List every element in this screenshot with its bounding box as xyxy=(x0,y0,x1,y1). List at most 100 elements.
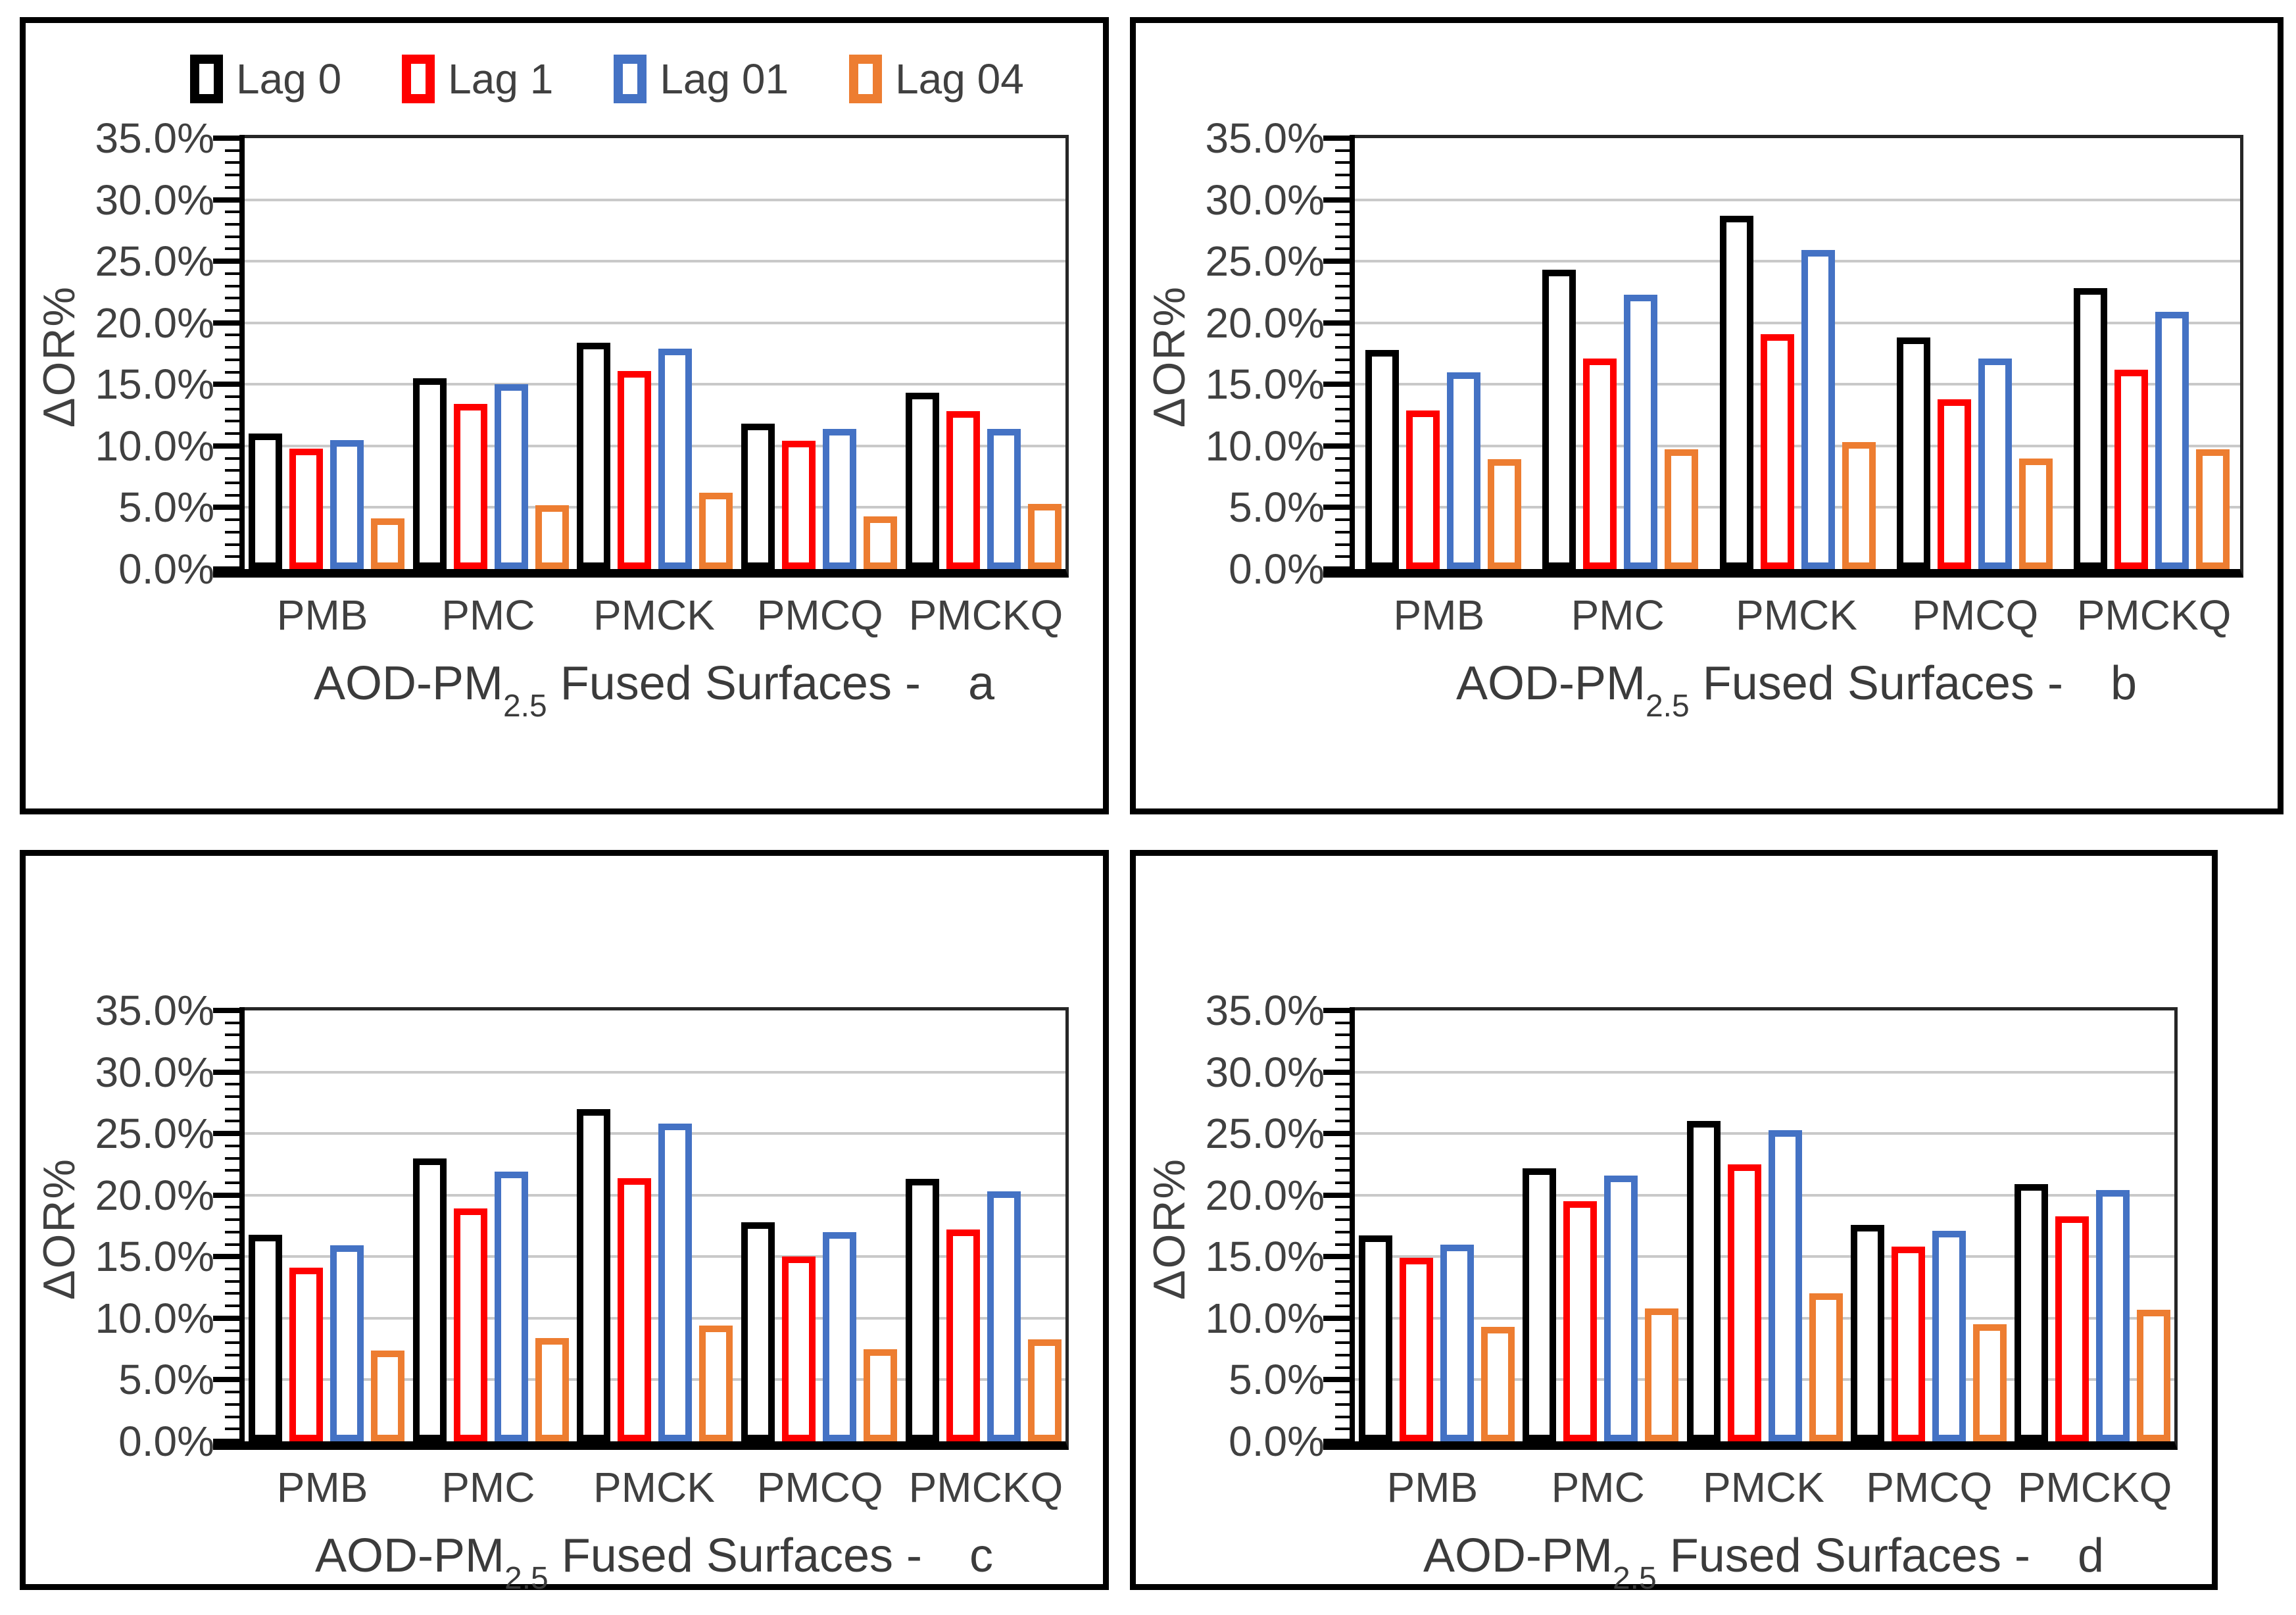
legend-spacer xyxy=(1136,856,2212,1007)
y-minor-tick xyxy=(225,211,239,214)
y-minor-tick xyxy=(1335,346,1350,349)
y-minor-tick xyxy=(1335,235,1350,238)
bar-pmckq-lag-1 xyxy=(2055,1216,2089,1441)
x-tick-label-pmcq: PMCQ xyxy=(756,591,883,639)
y-minor-tick xyxy=(225,1280,239,1283)
bar-pmc-lag-04 xyxy=(535,1337,569,1441)
y-minor-tick xyxy=(225,1120,239,1123)
y-minor-tick xyxy=(1335,1366,1350,1369)
y-minor-tick xyxy=(225,1354,239,1356)
y-tick-label: 30.0% xyxy=(95,1048,214,1096)
y-minor-tick xyxy=(1335,1304,1350,1308)
legend-item-lag-04: Lag 04 xyxy=(849,55,1024,103)
bar-group-pmck xyxy=(573,138,737,569)
y-minor-tick xyxy=(225,1046,239,1049)
bar-pmcq-lag-1 xyxy=(782,1256,816,1441)
y-minor-tick xyxy=(1335,1206,1350,1209)
bar-pmckq-lag-1 xyxy=(2114,369,2148,569)
panel-letter-b: b xyxy=(2110,657,2137,710)
legend-item-lag-0: Lag 0 xyxy=(190,55,341,103)
x-tick-label-pmc: PMC xyxy=(1571,591,1665,639)
bar-pmb-lag-1 xyxy=(289,448,324,569)
x-tick-labels: PMB PMC PMCK PMCQ PMCKQ xyxy=(239,1450,1069,1512)
plot-area xyxy=(213,1007,1069,1450)
gridline-15 xyxy=(239,383,1065,386)
y-minor-tick xyxy=(1335,1391,1350,1394)
legend-swatch-icon xyxy=(190,55,223,103)
legend-swatch-icon xyxy=(614,55,647,103)
bar-group-pmckq xyxy=(2011,1010,2174,1441)
y-minor-tick xyxy=(225,1304,239,1308)
gridline-15 xyxy=(239,1255,1065,1258)
gridline-25 xyxy=(1350,260,2240,263)
y-minor-tick xyxy=(225,1206,239,1209)
y-minor-tick xyxy=(1335,1341,1350,1345)
y-major-tick xyxy=(1323,1131,1350,1137)
bar-group-pmb xyxy=(245,138,409,569)
x-axis-title: AOD-PM2.5 Fused Surfaces - c xyxy=(239,1512,1069,1597)
bar-pmck-lag-0 xyxy=(1719,215,1753,569)
y-minor-tick xyxy=(225,1033,239,1037)
bar-pmcq-lag-04 xyxy=(1972,1324,2007,1441)
y-major-tick xyxy=(1323,382,1350,387)
bar-pmcq-lag-1 xyxy=(782,441,816,569)
legend-item-label: Lag 1 xyxy=(448,55,554,103)
panel-letter-a: a xyxy=(967,657,994,710)
y-minor-tick xyxy=(225,1218,239,1222)
x-axis-title-subscript: 2.5 xyxy=(502,689,547,724)
x-tick-label-pmckq: PMCKQ xyxy=(908,591,1063,639)
x-tick-label-pmcq: PMCQ xyxy=(1912,591,2039,639)
x-tick-label-pmckq: PMCKQ xyxy=(908,1464,1063,1511)
y-major-tick xyxy=(213,1439,239,1444)
y-minor-tick xyxy=(1335,1120,1350,1123)
x-tick-label-pmb: PMB xyxy=(1393,591,1485,639)
bar-pmb-lag-01 xyxy=(1447,372,1481,569)
x-tick-label-pmck: PMCK xyxy=(593,1464,715,1511)
bar-group-pmckq xyxy=(901,1010,1065,1441)
x-tick-label-pmckq: PMCKQ xyxy=(2076,591,2232,639)
y-major-tick xyxy=(213,1131,239,1137)
y-tick-label: 0.0% xyxy=(1229,1418,1325,1465)
bar-group-pmcq xyxy=(737,1010,902,1441)
bar-pmcq-lag-1 xyxy=(1891,1247,1925,1441)
y-major-tick xyxy=(213,197,239,203)
y-tick-label: 35.0% xyxy=(95,114,214,162)
chart-panel-b: ΔOR% 0.0% 5.0% 10.0% 15.0% 20.0% 25.0% 30.0% 35.… xyxy=(1130,17,2284,814)
y-tick-label: 25.0% xyxy=(1205,237,1325,286)
y-minor-tick xyxy=(225,149,239,152)
bar-pmckq-lag-01 xyxy=(2095,1190,2130,1441)
y-minor-tick xyxy=(1335,420,1350,423)
bar-pmck-lag-01 xyxy=(658,349,693,569)
y-axis-line xyxy=(239,1007,245,1450)
y-minor-tick xyxy=(1335,1403,1350,1406)
y-minor-tick xyxy=(225,247,239,251)
bar-pmck-lag-1 xyxy=(1760,334,1794,569)
y-axis-labels: ΔOR% 0.0% 5.0% 10.0% 15.0% 20.0% 25.0% 30.0% 35.… xyxy=(1136,114,1350,593)
y-minor-tick xyxy=(225,309,239,312)
bar-pmc-lag-04 xyxy=(535,505,569,569)
y-minor-tick xyxy=(225,555,239,559)
y-minor-tick xyxy=(1335,432,1350,435)
y-minor-tick xyxy=(225,1095,239,1098)
x-axis-title-subscript: 2.5 xyxy=(1645,689,1690,724)
bar-pmb-lag-0 xyxy=(249,434,283,569)
y-major-tick xyxy=(1323,320,1350,326)
x-tick-label-pmcq: PMCQ xyxy=(756,1464,883,1511)
plot-right-spacer xyxy=(2178,1007,2212,1450)
y-minor-tick xyxy=(1335,1428,1350,1431)
bar-pmcq-lag-0 xyxy=(741,1222,775,1441)
y-minor-tick xyxy=(1335,543,1350,546)
x-tick-label-pmc: PMC xyxy=(441,591,535,639)
gridline-30 xyxy=(239,1070,1065,1074)
y-minor-tick xyxy=(225,1169,239,1172)
y-minor-tick xyxy=(225,334,239,337)
bar-pmcq-lag-01 xyxy=(1978,359,2012,569)
y-minor-tick xyxy=(225,1366,239,1369)
chart-panel-c: ΔOR% 0.0% 5.0% 10.0% 15.0% 20.0% 25.0% 30.0% 35.… xyxy=(20,850,1109,1596)
chart-area: ΔOR% 0.0% 5.0% 10.0% 15.0% 20.0% 25.0% 30.0% 35.… xyxy=(26,114,1103,724)
legend-spacer xyxy=(26,856,1103,1007)
y-minor-tick xyxy=(1335,518,1350,522)
y-minor-tick xyxy=(225,457,239,460)
y-minor-tick xyxy=(1335,1058,1350,1061)
panel-letter-c: c xyxy=(969,1529,993,1582)
